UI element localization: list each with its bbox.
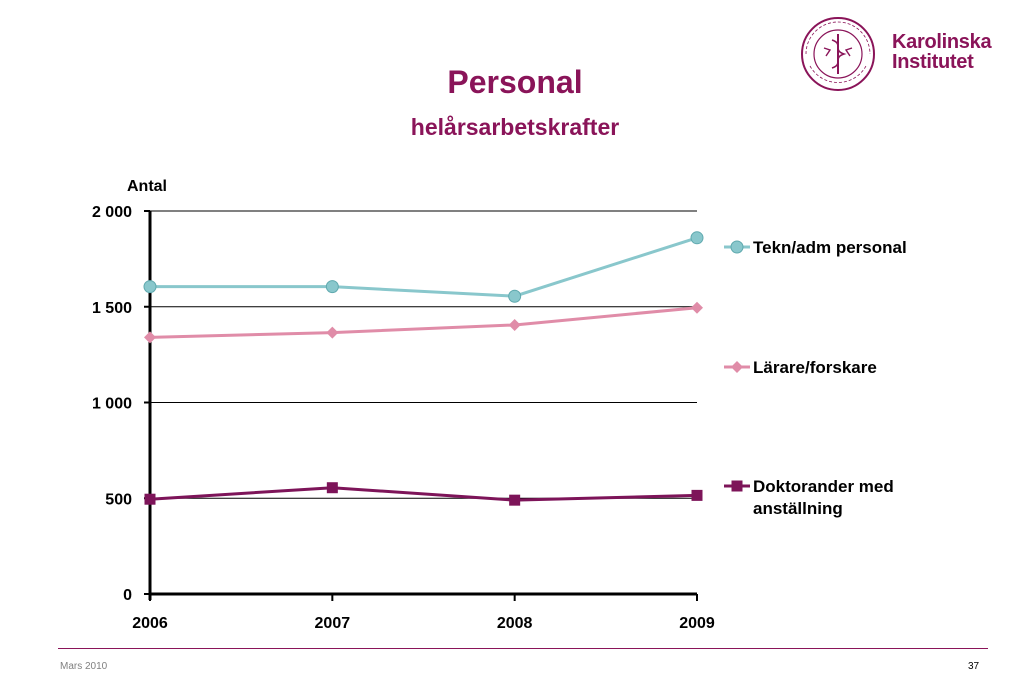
legend-label: Doktorander med — [753, 477, 894, 496]
y-axis-label: Antal — [127, 178, 167, 195]
data-point — [509, 494, 521, 506]
y-tick-label: 1 000 — [92, 396, 132, 413]
axes — [144, 210, 698, 601]
data-point — [691, 489, 703, 501]
legend-marker — [730, 240, 744, 254]
series-line — [149, 486, 698, 502]
x-tick-label: 2006 — [132, 615, 168, 632]
y-tick-label: 1 500 — [92, 300, 132, 317]
slide-title: Personal — [447, 64, 583, 100]
tick-labels: 0 500 1 000 1 500 2 000 2006 2007 2008 2009 Antal — [92, 178, 715, 632]
seal-icon — [801, 17, 875, 91]
karolinska-logo — [796, 14, 1006, 94]
series-0 — [143, 231, 704, 303]
legend: Tekn/adm personal Lärare/forskare Doktoran… — [724, 238, 907, 518]
y-tick-label: 500 — [105, 491, 132, 508]
x-tick-label: 2008 — [497, 615, 533, 632]
data-point — [144, 493, 156, 505]
series-line — [150, 236, 698, 298]
page-number: 37 — [968, 661, 980, 672]
data-point — [326, 482, 338, 494]
y-tick-label: 2 000 — [92, 204, 132, 221]
logo-wordmark: Karolinska Institutet — [892, 31, 992, 73]
data-point — [508, 318, 521, 331]
legend-label: Lärare/forskare — [753, 358, 877, 377]
legend-marker — [731, 361, 743, 373]
series-line — [149, 306, 698, 339]
data-point — [690, 231, 704, 245]
legend-marker — [731, 480, 743, 492]
data-point — [326, 326, 339, 339]
series-1 — [144, 301, 703, 344]
data-point — [325, 280, 339, 294]
y-tick-label: 0 — [123, 587, 132, 604]
logo-line-1: Karolinska — [892, 31, 992, 53]
data-point — [508, 289, 522, 303]
x-tick-label: 2007 — [315, 615, 351, 632]
slide-subtitle: helårsarbetskrafter — [410, 114, 620, 140]
gridlines — [150, 210, 697, 499]
x-tick-label: 2009 — [679, 615, 715, 632]
logo-line-2: Institutet — [892, 51, 974, 73]
data-point — [691, 301, 703, 314]
data-point — [143, 280, 157, 294]
data-point — [144, 331, 156, 344]
series-layer — [143, 231, 704, 506]
legend-label: Tekn/adm personal — [753, 238, 907, 257]
footer-divider — [58, 648, 988, 649]
series-2 — [144, 482, 703, 506]
footer-date: Mars 2010 — [60, 661, 108, 672]
legend-label: anställning — [753, 499, 843, 518]
